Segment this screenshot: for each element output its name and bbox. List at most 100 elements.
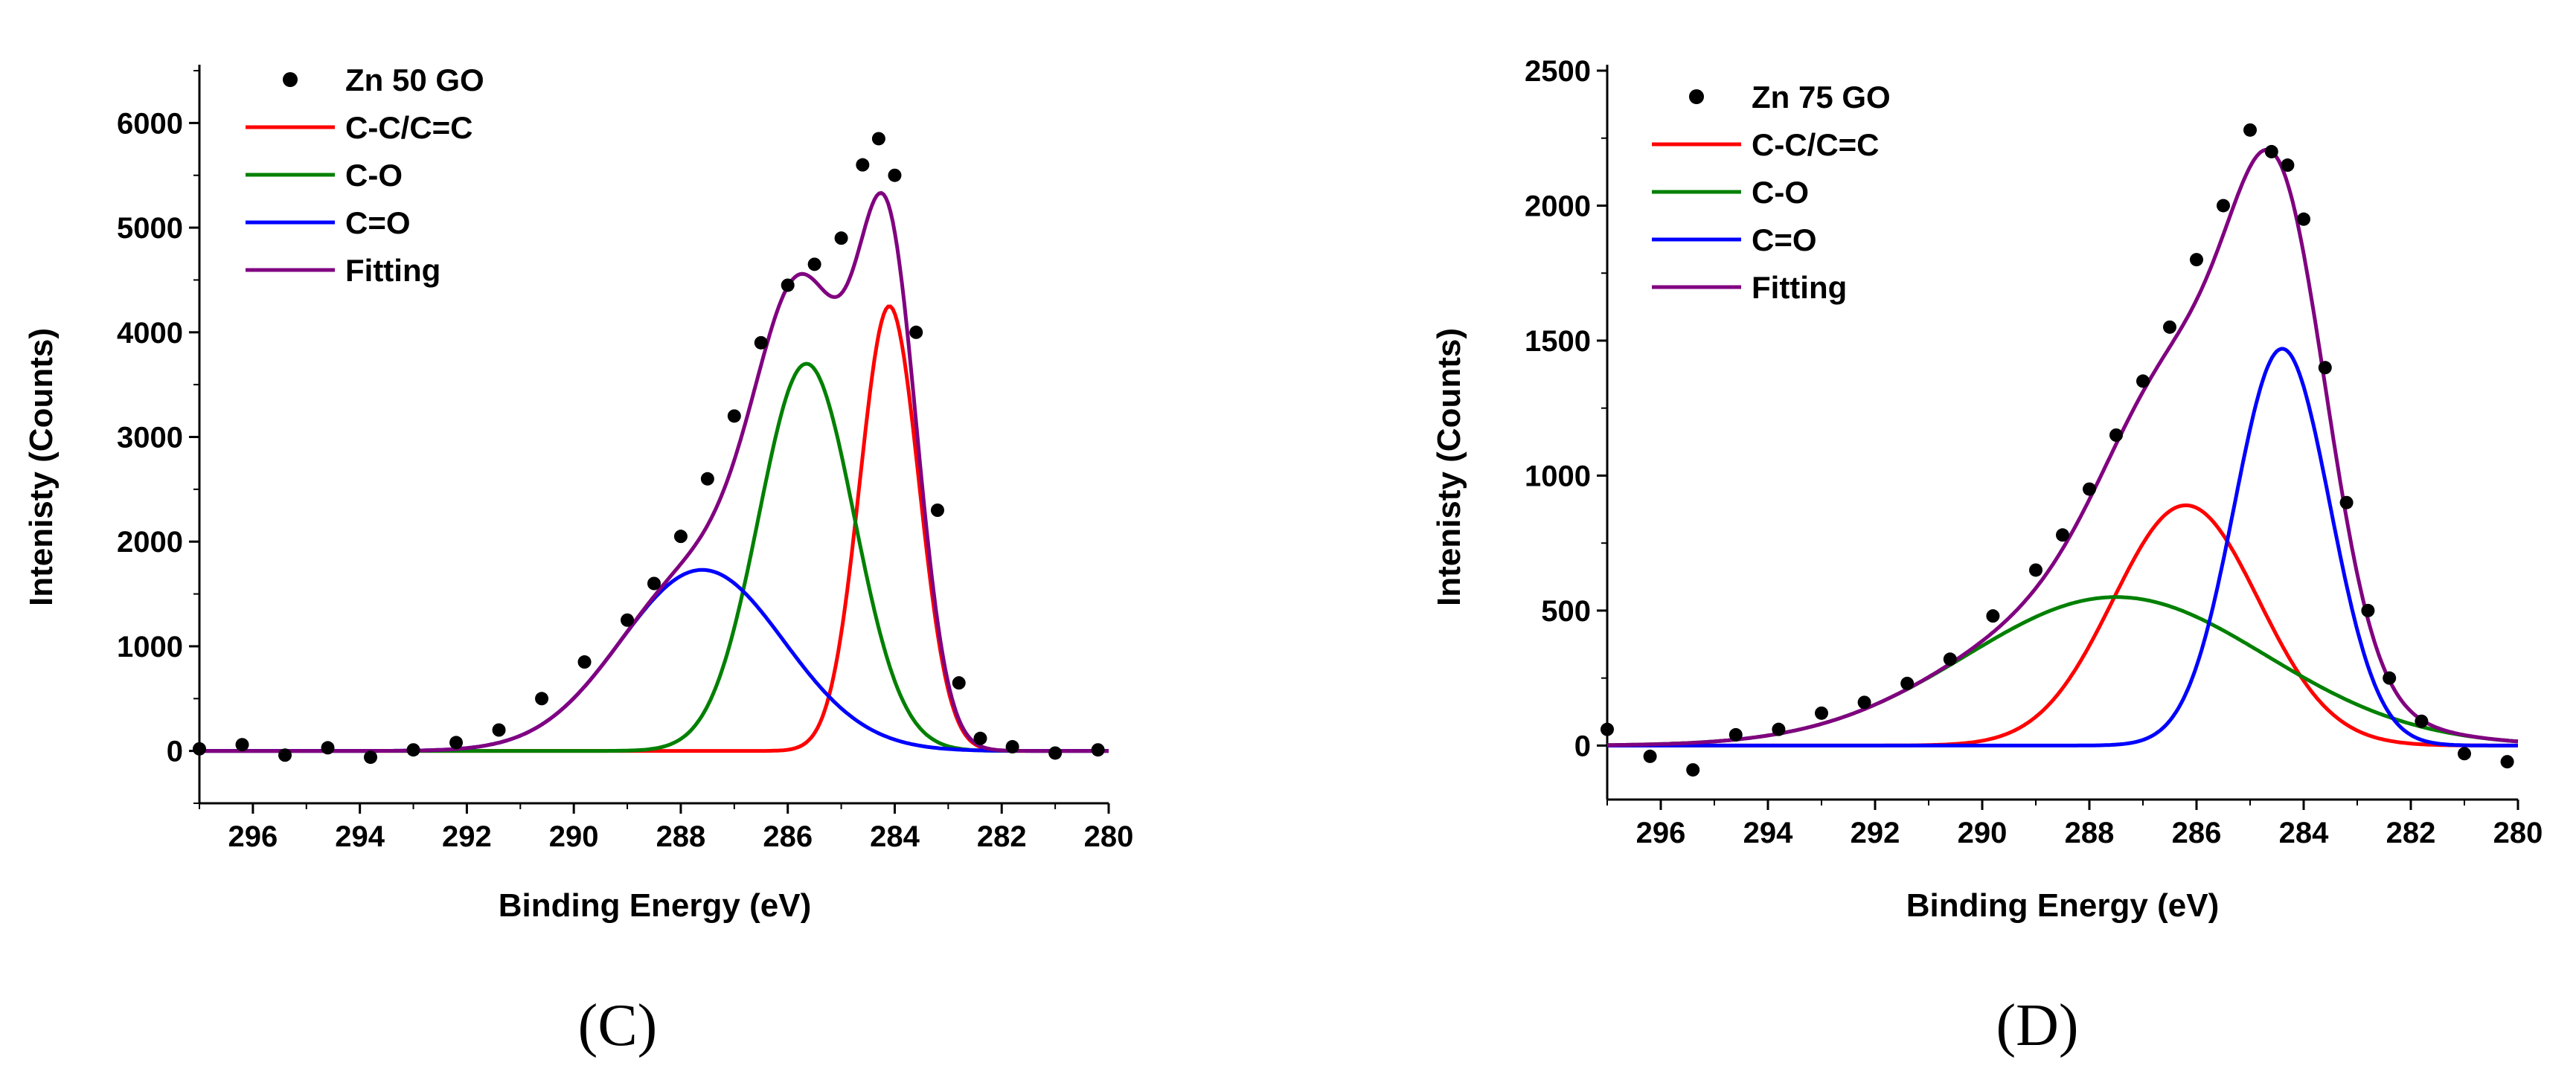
chart-0-y-axis-title: Intenisty (Counts) [23,328,60,606]
chart-1-x-tick-label: 292 [1851,817,1900,849]
chart-0-y-tick-label: 3000 [117,422,183,454]
chart-1-data-point [2281,158,2295,173]
chart-1-data-point [2190,253,2203,267]
chart-0-panel-caption: (C) [578,993,658,1058]
chart-0-data-point [1048,746,1063,760]
chart-0-x-tick-label: 292 [442,820,492,853]
chart-0-legend-label: C=O [345,205,411,240]
chart-1-data-point [2500,755,2514,769]
chart-0-data-point [535,692,549,706]
chart-1-data-point [2109,428,2123,442]
chart-1-data-point [2361,603,2375,617]
chart-0-data-point [807,257,821,271]
chart-1-data-point [1857,695,1871,710]
chart-1-legend-label: C=O [1752,222,1817,257]
chart-0-y-tick-label: 5000 [117,212,183,245]
chart-0-data-point [973,731,987,745]
chart-0-data-point [930,504,944,517]
chart-1-data-point [2383,671,2397,685]
chart-0-legend-marker [283,72,298,87]
chart-0-data-point [621,613,635,627]
chart-1-legend-label: C-C/C=C [1752,127,1880,162]
chart-0-x-tick-label: 290 [549,820,599,853]
chart-0-data-point [278,748,292,762]
chart-0-x-axis-title: Binding Energy (eV) [499,887,811,924]
chart-1-legend-label: Zn 75 GO [1752,80,1891,115]
chart-1-data-point [1728,727,1743,742]
chart-1-y-tick-label: 2000 [1525,190,1591,222]
chart-1-y-axis-title: Intenisty (Counts) [1431,328,1467,606]
chart-0-x-tick-label: 286 [763,820,813,853]
chart-panel-c: 296 294 292 290 288 286 284 282 280 0 1000 2000 3000… [23,62,1133,1058]
chart-0-data-point [871,132,885,146]
chart-0-x-tick-label: 284 [870,820,920,853]
chart-1-data-point [1943,652,1957,666]
chart-1-x-tick-label: 290 [1958,817,2008,849]
chart-1-x-tick-label: 284 [2279,817,2329,849]
chart-0-data-point [754,335,768,350]
chart-1-data-point [2243,123,2257,137]
chart-1-legend-marker [1689,89,1704,104]
chart-0-x-tick-label: 282 [977,820,1027,853]
chart-0-data-point [856,158,870,172]
chart-1-data-point [2264,144,2278,158]
chart-0-data-point [647,576,661,591]
chart-1-data-point [1643,749,1657,763]
chart-1-x-tick-label: 294 [1743,817,1793,849]
chart-1-data-point [1772,722,1786,736]
chart-1-data-point [1601,722,1614,736]
chart-1-y-tick-label: 500 [1541,595,1591,628]
chart-1-data-point [1815,706,1828,720]
chart-0-x-tick-label: 288 [656,820,706,853]
chart-1-data-point [1986,609,2000,623]
chart-0-data-point [1005,740,1019,754]
chart-0-legend-label: C-C/C=C [345,110,473,145]
chart-0-y-tick-label: 4000 [117,317,183,350]
chart-1-legend-label: Fitting [1752,270,1847,305]
chart-0-data-point [492,723,506,737]
chart-1-data-point [2217,199,2230,213]
chart-0-x-tick-label: 296 [228,820,278,853]
chart-0-y-tick-label: 2000 [117,526,183,559]
chart-0-data-point [700,472,714,486]
chart-0-data-point [577,655,592,669]
chart-1-data-point [2339,495,2354,509]
chart-1-data-point [2083,482,2096,496]
chart-0-y-tick-label: 6000 [117,107,183,140]
chart-0-x-tick-label: 280 [1084,820,1134,853]
chart-1-data-point [1686,763,1700,777]
chart-1-x-tick-label: 286 [2172,817,2222,849]
chart-1-y-tick-label: 1000 [1525,460,1591,492]
chart-0-data-point [449,736,464,750]
chart-1-data-point [2136,374,2150,388]
chart-0-series-c-c-c-c [199,304,1109,753]
chart-0-legend-label: Fitting [345,253,440,288]
chart-0-data-point [888,168,902,182]
chart-1-x-axis-title: Binding Energy (eV) [1906,887,2219,924]
chart-1-y-tick-label: 2500 [1525,55,1591,88]
chart-0-data-point [235,738,249,752]
chart-0-data-point [321,741,335,755]
chart-0-legend-label: C-O [345,158,403,193]
chart-1-series-c-o [1606,595,2519,747]
chart-1-data-point [2318,361,2332,375]
chart-panel-d: 296 294 292 290 288 286 284 282 280 0 500 1000 1500 2… [1431,55,2543,1058]
chart-1-series-fitting [1606,147,2519,747]
chart-1-x-tick-label: 280 [2493,817,2543,849]
chart-0-data-point [781,278,795,292]
chart-0-data-point [673,530,688,544]
chart-1-panel-caption: (D) [1996,993,2078,1058]
chart-0-data-point [834,231,848,245]
chart-1-y-tick-label: 0 [1574,730,1591,762]
chart-1-x-tick-label: 296 [1636,817,1686,849]
chart-0-data-point [406,743,420,757]
chart-0-data-point [909,325,923,339]
chart-0-legend-label: Zn 50 GO [345,62,484,97]
chart-0-y-tick-label: 1000 [117,631,183,663]
chart-1-data-point [1900,676,1915,690]
chart-1-data-point [2415,714,2429,728]
chart-0-x-tick-label: 294 [335,820,385,853]
chart-1-legend-label: C-O [1752,175,1809,210]
chart-0-data-point [193,742,206,756]
chart-0-y-tick-label: 0 [167,736,183,768]
